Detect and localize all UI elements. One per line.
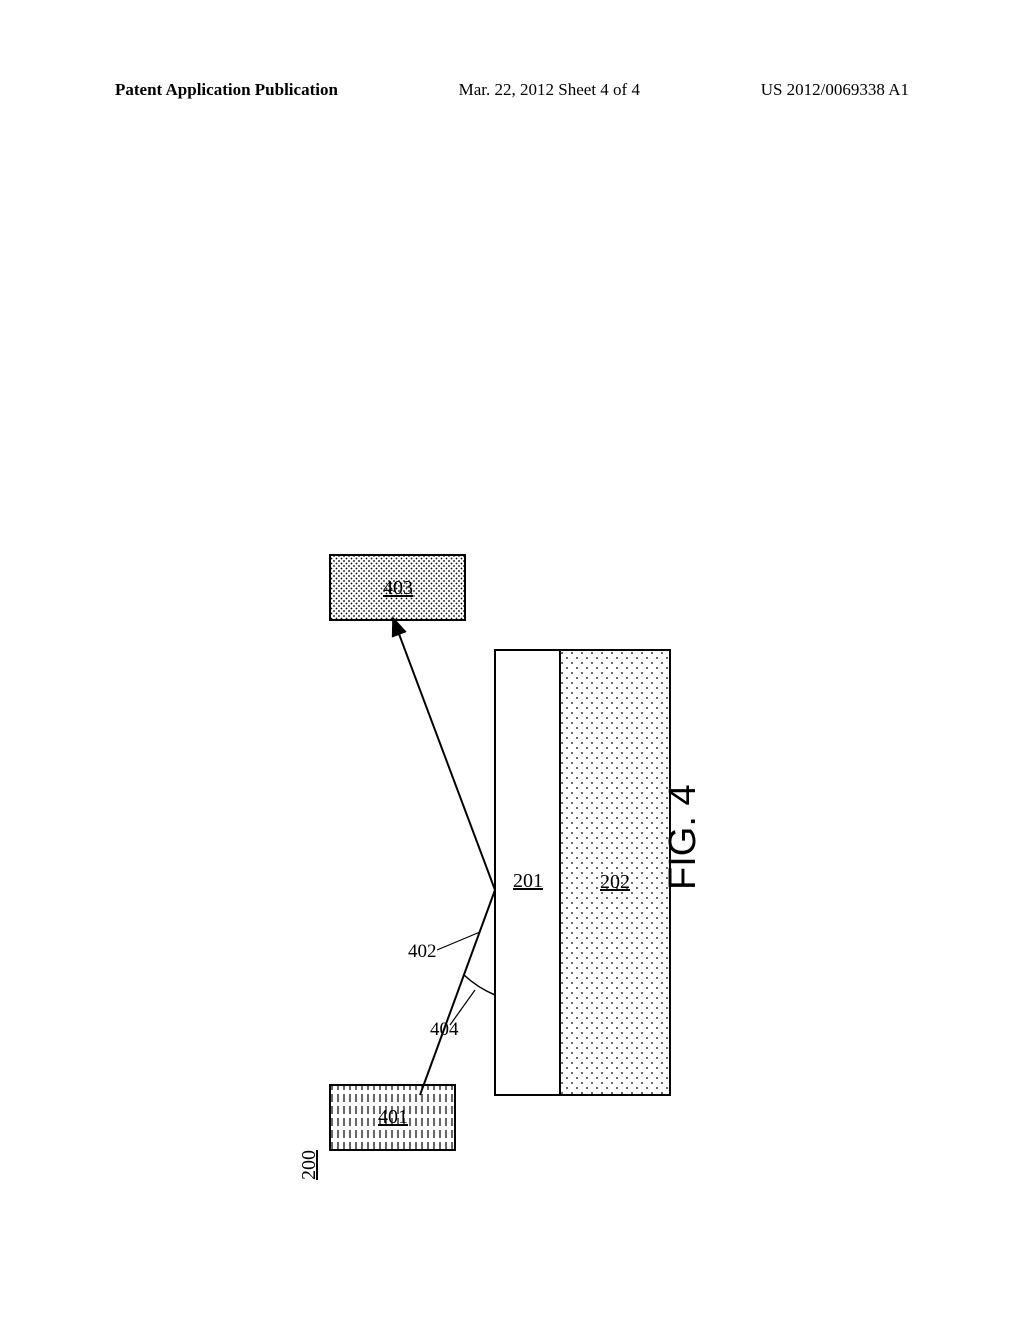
layer-201-label: 201 <box>513 870 543 892</box>
header-publication: Patent Application Publication <box>115 80 338 100</box>
angle-label-404: 404 <box>430 1019 459 1040</box>
detector-label: 403 <box>383 577 413 599</box>
header-date-sheet: Mar. 22, 2012 Sheet 4 of 4 <box>459 80 640 100</box>
beam-label-402: 402 <box>408 941 437 962</box>
layer-202-label: 202 <box>600 871 630 893</box>
angle-arc <box>464 975 495 995</box>
figure-caption: FIG. 4 <box>662 784 704 890</box>
assembly-label: 200 <box>298 1150 320 1180</box>
figure-4: 200 401 403 201 202 402 404 <box>115 170 909 1220</box>
incident-beam <box>420 890 495 1095</box>
source-label: 401 <box>378 1106 408 1128</box>
header-patent-number: US 2012/0069338 A1 <box>761 80 909 100</box>
reflected-beam <box>393 618 495 890</box>
page-header: Patent Application Publication Mar. 22, … <box>115 80 909 100</box>
